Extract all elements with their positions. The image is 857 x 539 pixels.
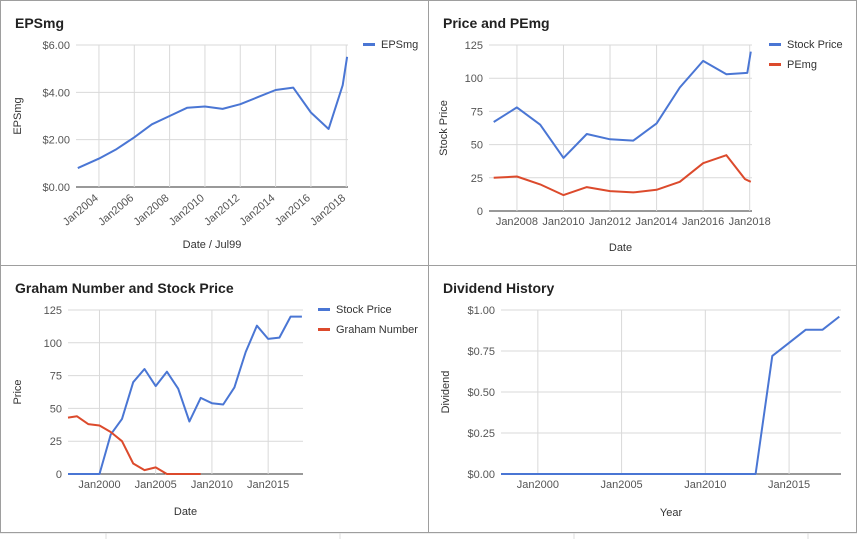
chart-panel-price-pe: Price and PEmg 0 25 50 75 100 125 Jan2008 Jan20…: [428, 0, 857, 266]
legend-label: EPSmg: [381, 39, 418, 51]
x-tick-label: Jan2018: [729, 216, 771, 228]
chart-title: Price and PEmg: [443, 15, 550, 31]
x-tick-label: Jan2008: [131, 192, 171, 228]
y-tick-label: 50: [50, 403, 62, 415]
x-tick-label: Jan2000: [517, 479, 559, 491]
x-tick-label: Jan2018: [308, 192, 348, 228]
legend-swatch: [318, 328, 330, 331]
x-tick-label: Jan2010: [167, 192, 207, 228]
x-tick-label: Jan2015: [247, 479, 289, 491]
y-tick-label: $6.00: [42, 40, 70, 52]
y-axis-title: Stock Price: [438, 100, 450, 156]
legend-label: Stock Price: [787, 39, 843, 51]
x-axis-title: Date: [609, 242, 632, 254]
y-tick-label: 125: [465, 40, 483, 52]
series-line-epsmg: [77, 56, 349, 170]
legend-swatch: [363, 43, 375, 46]
y-tick-label: 0: [56, 469, 62, 481]
y-tick-label: $0.50: [467, 387, 495, 399]
y-axis-title: Price: [12, 379, 24, 404]
y-tick-label: $0.75: [467, 346, 495, 358]
x-tick-label: Jan2005: [135, 479, 177, 491]
x-axis-title: Date: [174, 506, 197, 518]
y-tick-label: $1.00: [467, 305, 495, 317]
x-tick-label: Jan2010: [191, 479, 233, 491]
legend-swatch: [318, 308, 330, 311]
series-line-pemg: [493, 154, 752, 197]
x-axis-title: Date / Jul99: [183, 239, 242, 251]
y-tick-label: $2.00: [42, 135, 70, 147]
dividend-chart: $0.00 $0.25 $0.50 $0.75 $1.00 Jan2000 Jan2005 J…: [440, 305, 841, 519]
price-pe-chart: 0 25 50 75 100 125 Jan2008 Jan2010 Jan2012 Jan201…: [438, 39, 843, 254]
x-tick-label: Jan2010: [684, 479, 726, 491]
x-tick-label: Jan2016: [273, 192, 313, 228]
y-axis-title: Dividend: [440, 371, 452, 414]
x-tick-label: Jan2014: [635, 216, 677, 228]
y-tick-label: 25: [471, 173, 483, 185]
chart-panel-eps: EPSmg $0.00 $2.00 $4.00 $6.00 Jan2004 Jan2006…: [0, 0, 429, 266]
graham-chart: 0 25 50 75 100 125 Jan2000 Jan2005 Jan2010 Jan201…: [12, 304, 418, 518]
x-tick-label: Jan2015: [768, 479, 810, 491]
x-tick-label: Jan2000: [78, 479, 120, 491]
y-tick-label: 75: [50, 371, 62, 383]
chart-panel-graham: Graham Number and Stock Price 0 25 50 75 100…: [0, 265, 429, 533]
chart-title: EPSmg: [15, 15, 65, 31]
y-axis-title: EPSmg: [12, 97, 24, 134]
legend-label: PEmg: [787, 59, 817, 71]
chart-title: Graham Number and Stock Price: [15, 280, 234, 296]
legend-swatch: [769, 43, 781, 46]
y-tick-label: $4.00: [42, 87, 70, 99]
y-tick-label: $0.00: [42, 182, 70, 194]
y-tick-label: 0: [477, 206, 483, 218]
series-line-stock-price: [68, 315, 302, 475]
y-tick-label: 100: [465, 73, 483, 85]
y-tick-label: 25: [50, 436, 62, 448]
legend-label: Graham Number: [336, 324, 418, 336]
chart-panel-dividend: Dividend History $0.00 $0.25 $0.50 $0.75 $1.…: [428, 265, 857, 533]
legend-label: Stock Price: [336, 304, 392, 316]
x-tick-label: Jan2004: [61, 192, 101, 228]
x-tick-label: Jan2008: [496, 216, 538, 228]
x-tick-label: Jan2006: [96, 192, 136, 228]
x-tick-label: Jan2012: [202, 192, 242, 228]
y-tick-label: 50: [471, 140, 483, 152]
y-tick-label: 75: [471, 106, 483, 118]
legend-swatch: [769, 63, 781, 66]
x-tick-label: Jan2010: [542, 216, 584, 228]
y-tick-label: 125: [44, 305, 62, 317]
series-line-graham-number: [67, 415, 201, 475]
x-tick-label: Jan2014: [237, 192, 277, 228]
chart-title: Dividend History: [443, 280, 555, 296]
series-line-stock-price: [493, 51, 752, 159]
x-tick-label: Jan2016: [682, 216, 724, 228]
x-tick-label: Jan2012: [589, 216, 631, 228]
series-line-data: [501, 315, 840, 475]
y-tick-label: 100: [44, 338, 62, 350]
x-tick-label: Jan2005: [600, 479, 642, 491]
y-tick-label: $0.00: [467, 469, 495, 481]
x-axis-title: Year: [660, 507, 683, 519]
eps-chart: $0.00 $2.00 $4.00 $6.00 Jan2004Jan2006Jan200…: [12, 39, 418, 251]
y-tick-label: $0.25: [467, 428, 495, 440]
